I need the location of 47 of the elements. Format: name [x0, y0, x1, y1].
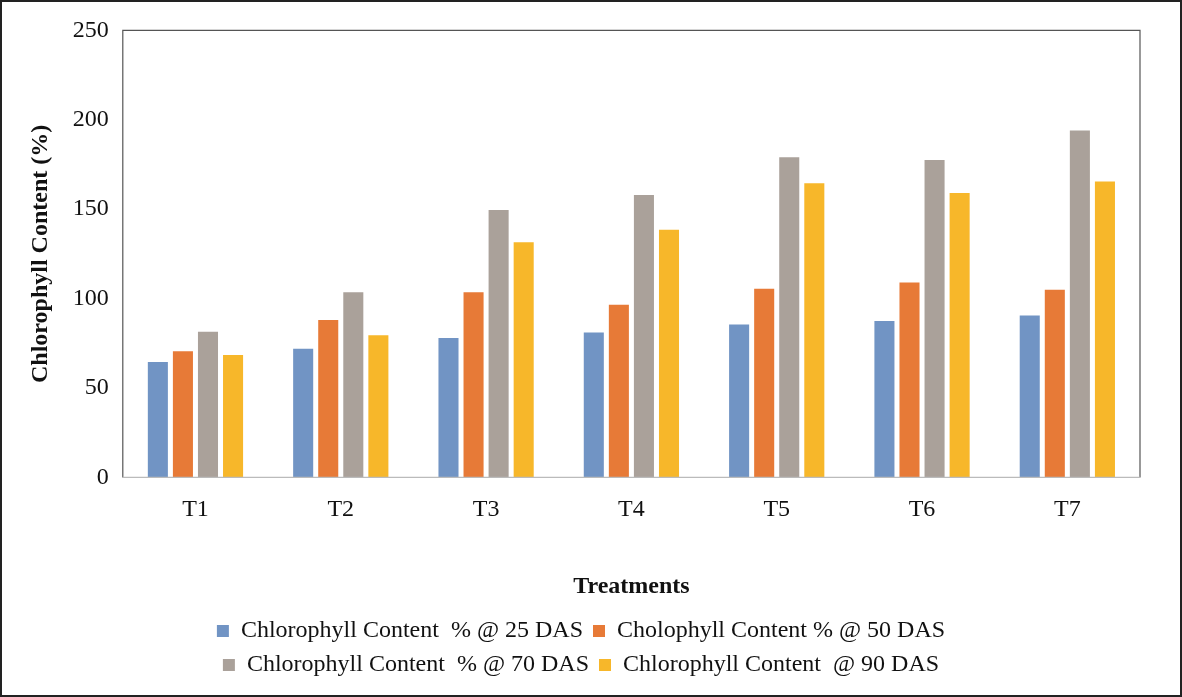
bar [172, 351, 193, 478]
bar [223, 354, 244, 478]
legend-label: Chlorophyll Content % @ 25 DAS [240, 616, 583, 643]
bar [488, 210, 509, 478]
x-tick-label: T5 [763, 495, 791, 522]
bar [1019, 315, 1040, 478]
bar [608, 304, 629, 478]
y-tick-label: 100 [72, 283, 109, 310]
x-tick-label: T6 [908, 495, 936, 522]
bar [899, 282, 920, 478]
bar [463, 292, 484, 478]
y-tick-label: 50 [84, 373, 109, 400]
bar [924, 160, 945, 478]
y-axis-title: Chlorophyll Content (%) [25, 124, 52, 384]
legend-label: Chlorophyll Content % @ 70 DAS [246, 650, 589, 677]
bar [583, 332, 604, 478]
y-tick-label: 200 [72, 105, 109, 132]
y-tick-label: 0 [96, 462, 109, 489]
bar [368, 335, 389, 478]
bar [293, 348, 314, 478]
bar [729, 324, 750, 478]
bar [658, 229, 680, 478]
bar [1044, 289, 1065, 478]
y-tick-label: 150 [72, 194, 109, 221]
bar [779, 157, 800, 478]
bar [633, 194, 654, 478]
x-tick-label: T3 [472, 495, 500, 522]
bar [343, 292, 364, 478]
bar [1069, 130, 1090, 478]
x-tick-label: T4 [618, 495, 645, 522]
bar [197, 331, 219, 478]
bar [318, 320, 339, 478]
x-axis-title: Treatments [573, 571, 690, 598]
bar [513, 242, 534, 478]
bar [804, 183, 825, 478]
bar [438, 337, 459, 478]
x-tick-label: T2 [327, 495, 355, 522]
bar [874, 320, 895, 478]
bar [1094, 181, 1115, 478]
bar [147, 362, 168, 478]
legend-label: Chlorophyll Content @ 90 DAS [623, 650, 940, 677]
legend-label: Cholophyll Content % @ 50 DAS [617, 616, 946, 643]
bar [754, 288, 775, 478]
bar [949, 193, 970, 478]
x-tick-label: T7 [1054, 495, 1081, 522]
y-tick-label: 250 [72, 15, 109, 42]
x-tick-label: T1 [182, 495, 209, 522]
